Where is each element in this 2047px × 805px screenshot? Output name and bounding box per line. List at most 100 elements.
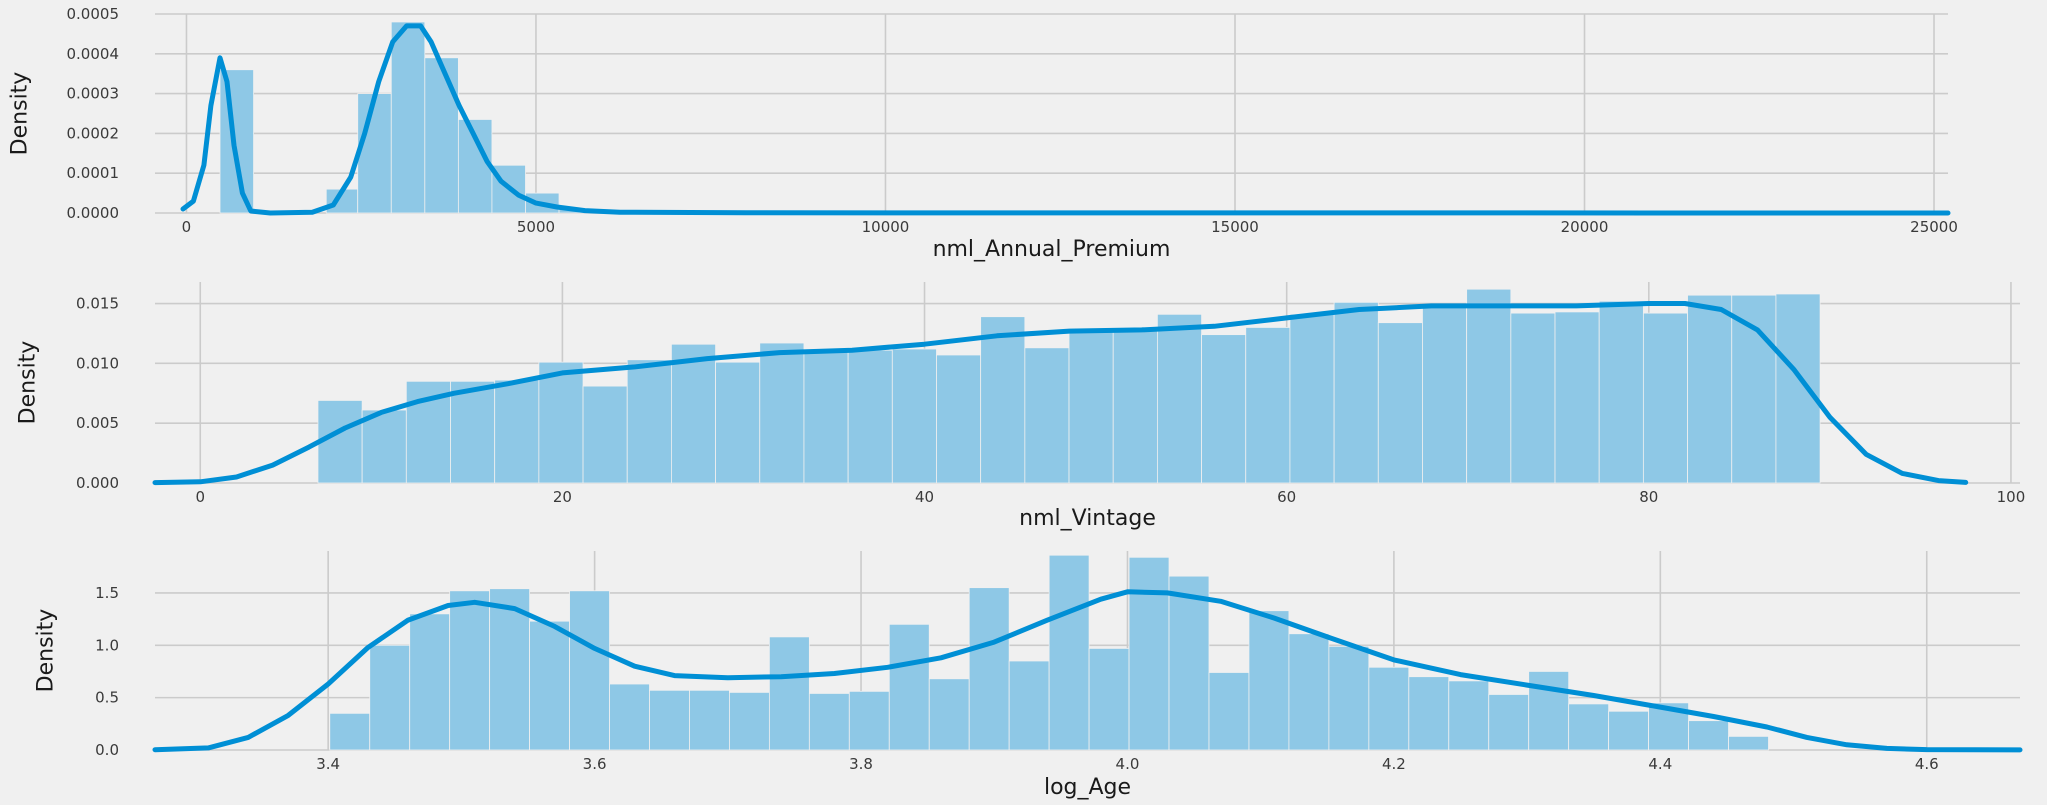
histogram-bar [329,712,371,751]
x-tick-label: 5000 [517,218,555,236]
histogram-bar [626,359,672,484]
histogram-bars [219,21,1949,214]
histogram-bar [538,361,584,484]
histogram-bar [1068,329,1114,484]
histogram-bar [671,343,716,484]
x-tick-label: 100 [1997,488,2026,506]
histogram-bar [1048,554,1090,751]
y-tick-label: 0.005 [76,414,119,432]
histogram-bar [729,691,770,751]
histogram-bar [219,69,254,214]
histogram-bar [1377,322,1423,484]
histogram-bar [1608,710,1649,751]
x-tick-label: 40 [915,488,934,506]
histogram-bar [529,620,570,751]
x-tick-label: 4.6 [1915,755,1939,773]
histogram-bar [390,21,426,214]
chart-vintage: 0 20 40 60 80 100 0.000 0.005 0.010 0.015 nml_Vint… [16,282,2026,531]
x-tick-label: 20000 [1561,218,1609,236]
histogram-bar [609,683,650,751]
histogram-bar [980,316,1026,484]
histogram-bar [1528,671,1570,751]
histogram-bar [1333,301,1379,484]
histogram-bar [888,623,930,751]
histogram-bar [1201,334,1247,484]
histogram-bar [1288,633,1330,751]
x-tick-label: 20 [553,488,572,506]
y-tick-label: 0.000 [76,474,119,492]
histogram-bar [1368,666,1410,751]
chart-annual-premium: 0 5000 10000 15000 20000 25000 0.0000 0.0001 0.0… [8,5,1958,262]
x-tick-label: 3.6 [583,755,607,773]
y-tick-label: 0.0001 [67,164,120,182]
y-tick-label: 0.0 [95,741,119,759]
histogram-bar [1245,327,1291,484]
y-tick-label: 0.0005 [67,5,120,23]
histogram-bar [1510,312,1556,484]
histogram-bar [1422,305,1468,484]
x-axis-label: log_Age [1044,775,1131,800]
histogram-bar [759,342,805,484]
histogram-bar [649,689,690,751]
histogram-bar [928,678,970,751]
histogram-bar [1448,680,1490,751]
histogram-bar [1728,735,1769,751]
histogram-bar [1731,294,1777,484]
y-axis-label: Density [8,72,33,156]
histogram-bar [1466,288,1512,484]
y-tick-label: 0.015 [76,295,119,313]
histogram-bar [1775,293,1821,484]
x-tick-label: 4.2 [1382,755,1406,773]
histogram-bar [1112,330,1158,484]
x-tick-label: 4.0 [1116,755,1140,773]
x-tick-label: 0 [182,218,192,236]
histogram-bar [968,587,1010,751]
histogram-bars [329,554,1769,751]
x-axis-label: nml_Annual_Premium [933,237,1171,262]
histogram-bar [768,636,810,751]
histogram-bar [317,400,363,484]
histogram-bar [848,690,890,751]
x-tick-label: 3.4 [316,755,340,773]
histogram-bar [409,613,451,751]
x-tick-label: 80 [1639,488,1658,506]
x-tick-label: 4.4 [1648,755,1672,773]
histogram-bar [361,409,407,484]
histogram-bar [808,693,850,751]
histogram-bar [1688,720,1729,751]
histogram-bar [1642,312,1688,484]
y-tick-label: 0.5 [95,689,119,707]
x-tick-label: 25000 [1910,218,1958,236]
histogram-bar [494,379,540,484]
histogram-bar [1488,694,1530,751]
y-tick-label: 0.010 [76,354,119,372]
x-tick-label: 3.8 [849,755,873,773]
x-axis-label: nml_Vintage [1019,506,1156,531]
histogram-bar [891,348,937,484]
kde-line [152,301,1969,486]
x-tick-label: 10000 [862,218,910,236]
y-tick-label: 1.0 [95,636,119,654]
y-tick-label: 1.5 [95,584,119,602]
histogram-bar [1168,575,1210,751]
histogram-bar [1328,645,1370,751]
histogram-bar [1128,556,1170,751]
histogram-bar [1156,313,1202,484]
kde-line [152,589,2023,753]
histogram-bar [1008,660,1050,751]
y-tick-label: 0.0000 [67,204,120,222]
histogram-bar [1408,676,1450,751]
x-tick-label: 15000 [1211,218,1259,236]
histogram-bar [569,590,610,751]
histogram-bar [1024,347,1070,484]
histogram-bar [449,590,491,751]
y-axis-label: Density [34,609,59,693]
histogram-bar [847,349,893,484]
histogram-bar [1248,610,1290,751]
histogram-bar [689,689,730,751]
histogram-bar [369,644,411,751]
y-tick-label: 0.0004 [67,45,120,63]
histogram-bar [582,385,628,484]
x-tick-label: 0 [195,488,205,506]
